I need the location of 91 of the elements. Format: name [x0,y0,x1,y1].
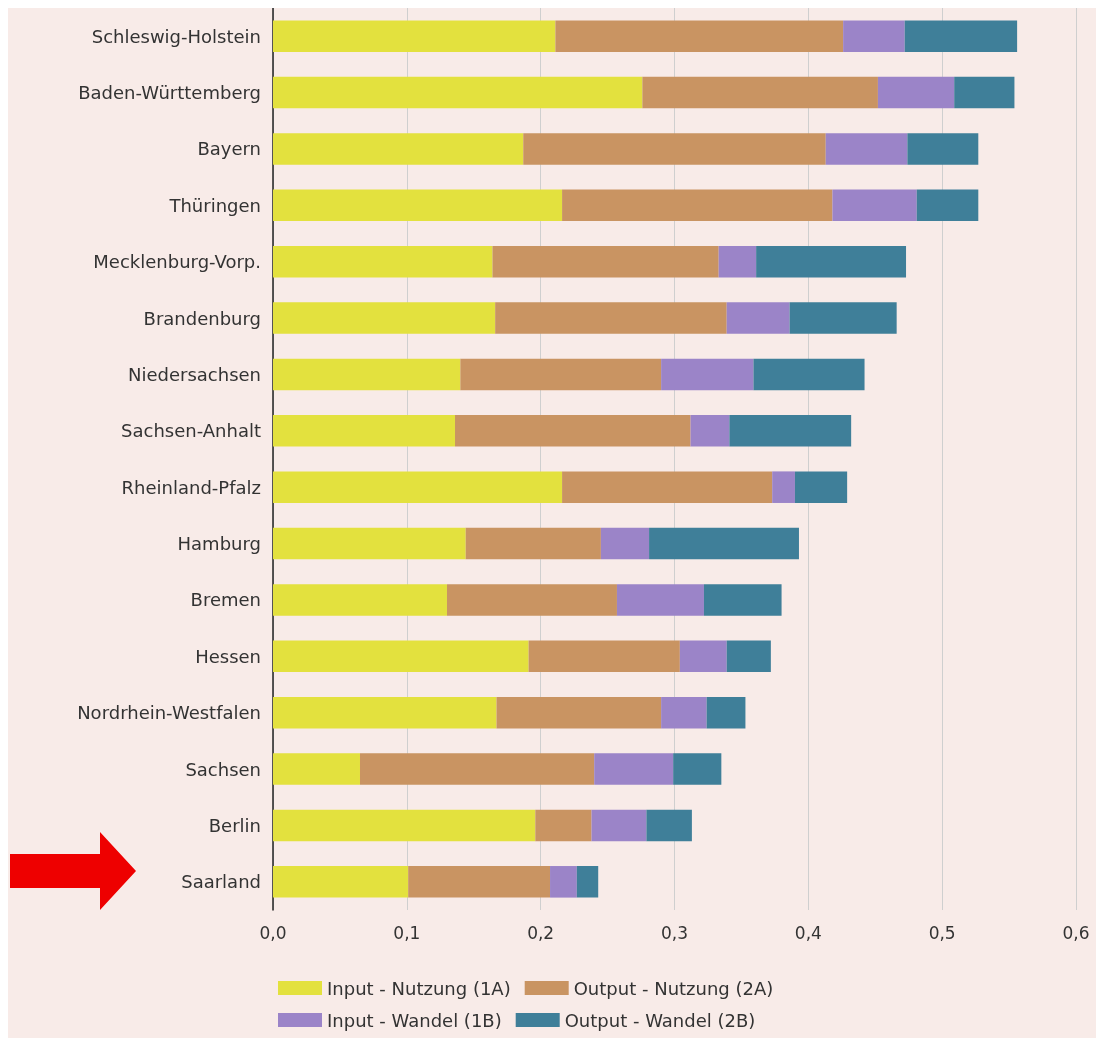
bar [772,471,795,503]
bar [753,358,865,391]
bar [616,584,704,616]
bar [825,133,908,165]
bar [495,302,727,334]
y-tick-label: Schleswig-Holstein [91,25,261,47]
bar [555,20,844,52]
bar [446,584,617,616]
y-tick-label: Sachsen-Anhalt [121,420,261,442]
y-tick-label: Hessen [195,645,261,667]
bar [273,471,563,503]
bar [273,20,556,52]
bar [465,527,601,560]
y-tick-label: Thüringen [168,194,261,216]
bar [535,809,592,842]
bar [649,527,799,560]
bar [528,640,680,673]
bar [576,866,599,898]
bar [408,866,551,898]
bar [359,753,595,785]
x-tick-label: 0,4 [794,922,822,943]
bar [273,76,643,109]
bar [706,696,746,729]
bar [642,76,878,109]
bar [646,809,692,842]
x-tick-label: 0,6 [1062,922,1090,943]
y-tick-label: Baden-Württemberg [78,82,261,104]
bar [496,696,662,729]
y-tick-label: Saarland [181,871,261,893]
x-tick-label: 0,5 [928,922,956,943]
bar [273,809,536,842]
bar [523,133,826,165]
bar [273,358,461,391]
y-tick-label: Hamburg [177,533,261,555]
legend-label: Output - Wandel (2B) [564,1009,756,1031]
bar [273,302,496,334]
bar [562,189,833,222]
bar [907,133,979,165]
bar [679,640,727,673]
bar [832,189,917,222]
y-tick-label: Rheinland-Pfalz [121,476,261,498]
bar [273,640,529,673]
y-tick-label: Mecklenburg-Vorp. [93,251,261,273]
y-tick-label: Brandenburg [143,307,261,329]
x-tick-label: 0,3 [660,922,689,943]
bar [729,415,852,447]
bar [794,471,848,503]
legend-label: Input - Wandel (1B) [327,1009,502,1031]
y-tick-label: Sachsen [185,758,261,780]
bar [726,302,790,334]
bar [600,527,650,560]
bar [673,753,722,785]
y-tick-label: Bremen [190,589,261,611]
bar [718,245,757,278]
y-tick-label: Berlin [208,814,261,836]
bar [954,76,1015,109]
bar [460,358,662,391]
x-tick-label: 0,0 [259,922,287,943]
bar [690,415,730,447]
bar [273,753,360,785]
bar [273,133,524,165]
bar [562,471,773,503]
x-tick-label: 0,2 [527,922,555,943]
bar [726,640,771,673]
bar [550,866,577,898]
bar [661,358,754,391]
bar [594,753,674,785]
y-tick-label: Niedersachsen [127,363,261,385]
bar [273,696,497,729]
bar [661,696,707,729]
bar [273,527,466,560]
y-tick-label: Bayern [197,138,261,160]
bar [916,189,979,222]
bar [273,866,409,898]
legend-label: Output - Nutzung (2A) [573,977,774,999]
bar [273,189,563,222]
y-tick-label: Nordrhein-Westfalen [77,702,261,724]
bar [273,245,493,278]
bar [591,809,647,842]
bar [273,415,456,447]
bar [455,415,691,447]
legend-label: Input - Nutzung (1A) [327,977,511,999]
bar [273,584,447,616]
bar [703,584,782,616]
bar [877,76,955,109]
bar [904,20,1018,52]
bar [756,245,907,278]
x-tick-label: 0,1 [393,922,421,943]
bar [492,245,719,278]
bar [789,302,897,334]
bar [843,20,905,52]
